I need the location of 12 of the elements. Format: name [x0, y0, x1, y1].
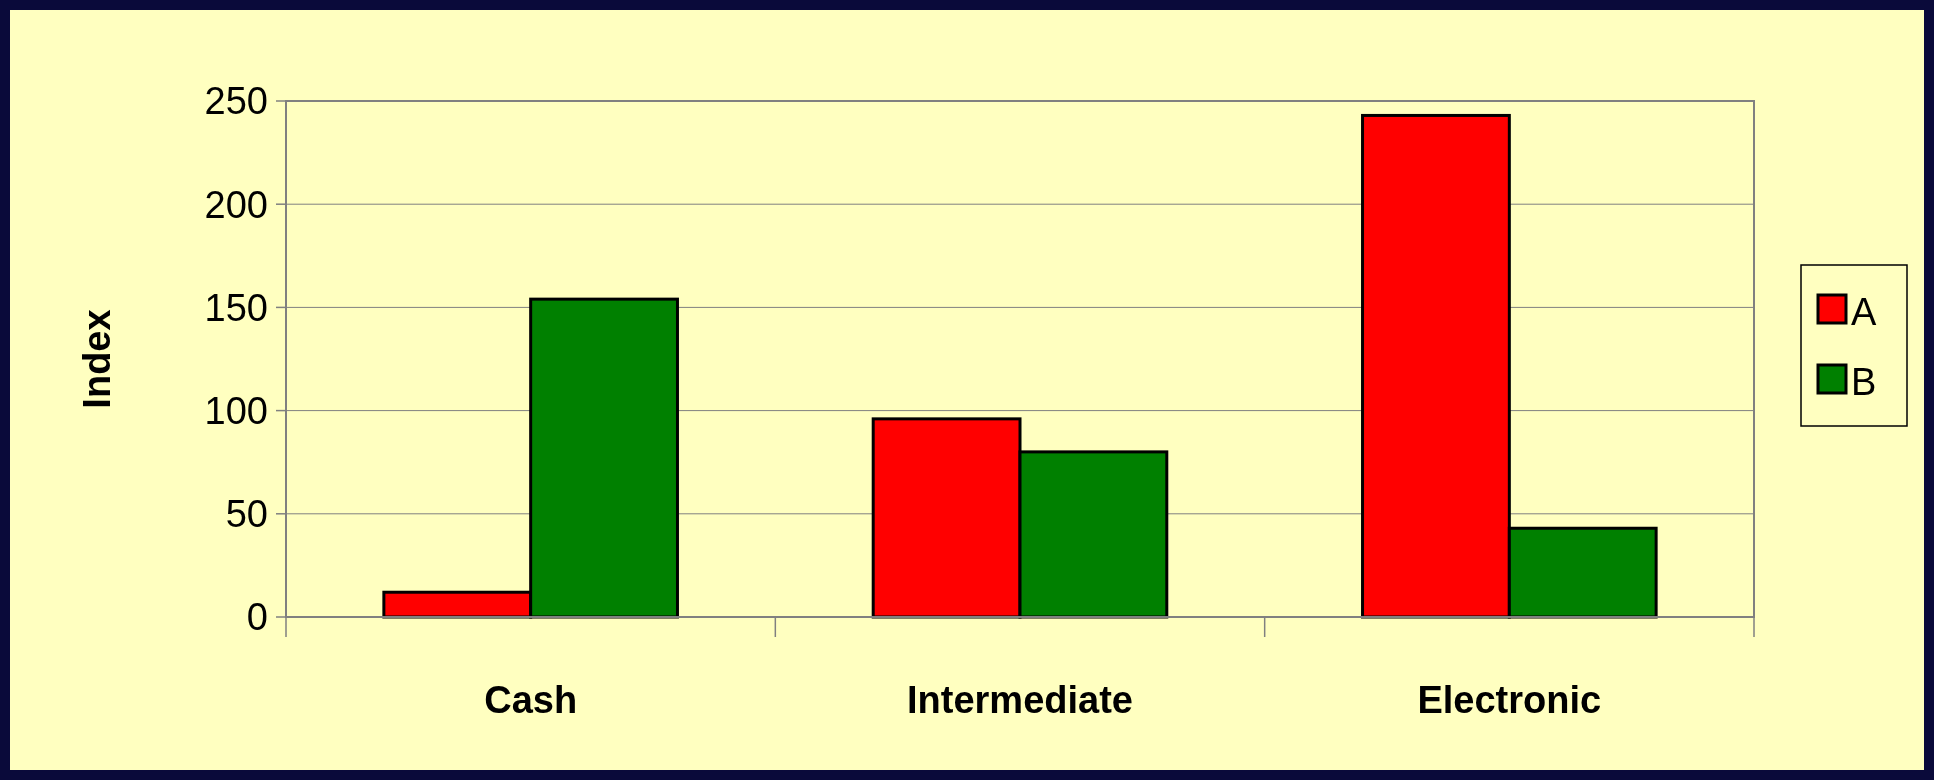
- x-tick-label: Electronic: [1417, 679, 1602, 721]
- y-tick-label: 50: [225, 493, 268, 536]
- y-tick-label: 100: [204, 389, 268, 432]
- y-tick-label: 200: [204, 183, 268, 226]
- x-tick-label: Cash: [484, 679, 578, 721]
- legend-label: A: [1851, 291, 1877, 333]
- y-tick-label: 250: [204, 80, 268, 123]
- legend-label: B: [1851, 361, 1877, 403]
- y-tick-label: 0: [246, 596, 268, 639]
- y-axis-title: Index: [76, 309, 118, 409]
- x-tick-label: Intermediate: [907, 679, 1133, 721]
- y-tick-label: 150: [204, 286, 268, 329]
